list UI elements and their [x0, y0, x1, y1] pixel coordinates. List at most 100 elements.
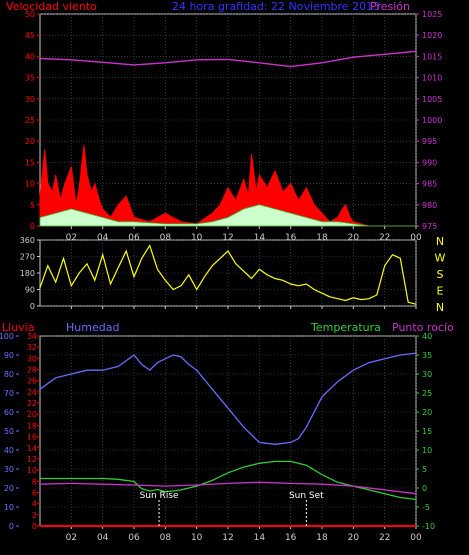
y-tick-label: 15: [25, 158, 35, 167]
y-tick-label: 0: [30, 222, 35, 231]
y-tick-label: 6: [32, 488, 37, 497]
y-tick-label: 18: [27, 421, 37, 430]
temperature-axis-ticks: -10 -5 0 5 10 15 20 25 30 35 40: [416, 332, 435, 531]
x-tick-label: 08: [160, 233, 172, 243]
direction-panel-x-ticks: [70, 306, 417, 309]
x-tick-label: 06: [128, 233, 140, 243]
y-tick-label: 975: [422, 222, 437, 231]
y-tick-label: 2: [32, 511, 37, 520]
x-tick-label: 14: [254, 533, 266, 543]
lower-panel-grid: [40, 335, 417, 527]
y-tick-label: 40: [422, 332, 432, 341]
x-tick-label: 18: [316, 233, 328, 243]
y-tick-label: 15: [422, 427, 432, 436]
direction-panel-series: [39, 244, 417, 305]
y-tick-label: 30: [422, 370, 432, 379]
y-tick-label: 1020: [422, 31, 442, 40]
y-tick-label: 1005: [422, 95, 442, 104]
x-tick-label: 10: [191, 233, 203, 243]
y-tick-label: 20: [25, 137, 35, 146]
pressure-line: [39, 50, 417, 68]
pressure-label: Presión: [370, 0, 410, 13]
y-tick-label: 985: [422, 180, 437, 189]
y-tick-label: 990: [422, 158, 437, 167]
x-tick-label: 08: [160, 533, 172, 543]
x-tick-label: 22: [379, 233, 390, 243]
y-tick-label: 1010: [422, 74, 442, 83]
y-tick-label: 45: [25, 31, 35, 40]
y-tick-label: 80: [4, 370, 14, 379]
sun-rise-label: Sun Rise: [140, 491, 179, 501]
y-tick-label: 50: [4, 427, 14, 436]
lower-panel-x-ticks: 02 04 06 08 10 12 14 16 18 20 22 00: [66, 526, 422, 543]
y-tick-label: 28: [27, 366, 37, 375]
y-tick-label: 100: [0, 332, 14, 341]
x-tick-label: 16: [285, 233, 297, 243]
y-tick-label: 12: [27, 455, 37, 464]
wind-average-area: [39, 204, 416, 227]
y-tick-label: 24: [27, 388, 37, 397]
sun-markers: Sun Rise Sun Set: [140, 491, 324, 526]
humidity-axis-ticks: 0 10 20 30 40 50 60 70 80 90 100: [0, 332, 19, 531]
y-tick-label: 70: [4, 389, 14, 398]
x-tick-label: 06: [128, 533, 140, 543]
y-tick-label: 10: [25, 180, 35, 189]
y-tick-label: 10: [4, 503, 14, 512]
dew-point-label: Punto rocío: [392, 321, 454, 334]
y-tick-label: 0: [32, 522, 37, 531]
compass-label: N: [436, 301, 444, 314]
wind-panel-series: [39, 50, 417, 227]
temperature-label: Temperatura: [310, 321, 381, 334]
x-tick-label: 10: [191, 533, 203, 543]
y-tick-label: 1015: [422, 52, 442, 61]
y-tick-label: 25: [25, 116, 35, 125]
y-tick-label: 20: [422, 408, 432, 417]
y-tick-label: 20: [4, 484, 14, 493]
y-tick-label: 60: [4, 408, 14, 417]
y-tick-label: 35: [422, 351, 432, 360]
y-tick-label: 4: [32, 500, 37, 509]
y-tick-label: 35: [25, 74, 35, 83]
y-tick-label: -10: [422, 522, 435, 531]
wind-speed-label: Velocidad viento: [6, 0, 97, 13]
y-tick-label: 34: [27, 332, 37, 341]
y-tick-label: 1025: [422, 10, 442, 19]
y-tick-label: 0: [422, 484, 427, 493]
wind-direction-line: [39, 244, 417, 305]
y-tick-label: 25: [422, 389, 432, 398]
x-tick-label: 02: [66, 233, 77, 243]
y-tick-label: 0: [9, 522, 14, 531]
x-tick-label: 16: [285, 533, 297, 543]
y-tick-label: 30: [4, 465, 14, 474]
y-tick-label: 30: [27, 354, 37, 363]
y-tick-label: -5: [422, 503, 430, 512]
y-tick-label: 1000: [422, 116, 442, 125]
y-tick-label: 5: [30, 201, 35, 210]
y-tick-label: 22: [27, 399, 37, 408]
lower-panel-series: [39, 352, 417, 527]
x-tick-label: 14: [254, 233, 266, 243]
y-tick-label: 16: [27, 433, 37, 442]
compass-label: N: [436, 235, 444, 248]
x-tick-label: 12: [222, 533, 233, 543]
y-tick-label: 30: [25, 95, 35, 104]
y-tick-label: 14: [27, 444, 37, 453]
y-tick-label: 8: [32, 477, 37, 486]
x-tick-label: 00: [410, 233, 422, 243]
y-tick-label: 90: [4, 351, 14, 360]
y-tick-label: 980: [422, 201, 437, 210]
y-tick-label: 40: [25, 52, 35, 61]
y-tick-label: 180: [20, 269, 35, 278]
sun-set-label: Sun Set: [289, 491, 324, 501]
y-tick-label: 270: [20, 253, 35, 262]
x-tick-label: 02: [66, 533, 77, 543]
lower-panel-frame: [39, 335, 417, 527]
y-tick-label: 995: [422, 137, 437, 146]
x-tick-label: 20: [348, 533, 360, 543]
y-tick-label: 10: [27, 466, 37, 475]
